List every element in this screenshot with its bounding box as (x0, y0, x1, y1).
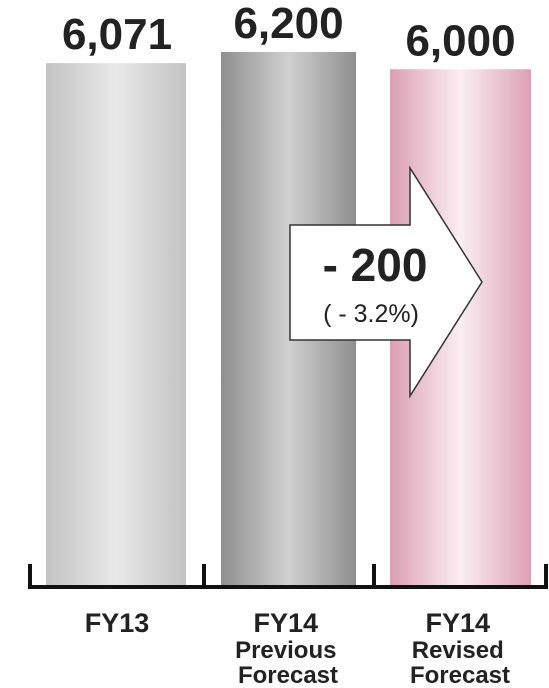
change-percent-label: ( - 3.2%) (323, 300, 419, 328)
value-label-fy14-revised-forecast: 6,000 (405, 16, 515, 65)
category-label-line: Forecast (410, 662, 510, 688)
category-label-fy13: FY13 (85, 608, 150, 638)
category-label-line: Forecast (238, 662, 338, 688)
bar-fy13 (46, 63, 186, 587)
value-label-fy14-previous-forecast: 6,200 (233, 0, 343, 48)
category-label-line: FY13 (85, 608, 150, 638)
category-label-fy14-revised-forecast: FY14 Revised Forecast (410, 608, 510, 688)
category-label-fy14-previous-forecast: FY14 Previous Forecast (235, 608, 341, 688)
right-arrow-icon (289, 165, 483, 399)
category-label-line: FY14 (426, 608, 491, 638)
value-label-fy13: 6,071 (62, 10, 172, 59)
change-arrow: - 200 ( - 3.2%) (289, 165, 483, 399)
x-axis (28, 564, 548, 589)
change-value-label: - 200 (323, 239, 428, 291)
category-label-line: Revised (412, 637, 504, 664)
category-label-line: FY14 (254, 608, 319, 638)
category-label-line: Previous (235, 637, 336, 664)
